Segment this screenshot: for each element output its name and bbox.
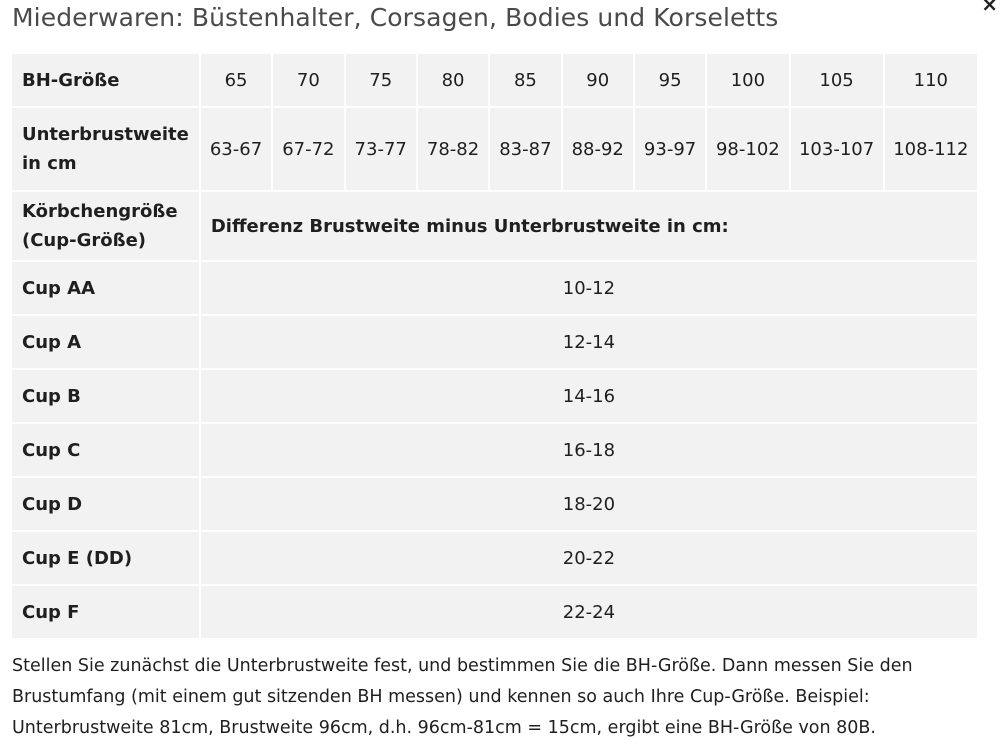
bh-size-cell: 80 xyxy=(417,54,489,106)
underbust-cell: 73-77 xyxy=(345,108,416,190)
bh-size-cell: 105 xyxy=(790,54,883,106)
underbust-label-line2: in cm xyxy=(22,153,77,174)
cup-size-label-line2: (Cup-Größe) xyxy=(22,230,147,251)
close-icon[interactable]: × xyxy=(981,0,998,16)
underbust-row: Unterbrustweite in cm 63-67 67-72 73-77 … xyxy=(12,108,977,190)
underbust-label-line1: Unterbrustweite xyxy=(22,124,189,145)
cup-name: Cup AA xyxy=(12,262,199,314)
cup-header-row: Körbchengröße (Cup-Größe) Differenz Brus… xyxy=(12,192,977,260)
cup-row: Cup C 16-18 xyxy=(12,424,977,476)
cup-name: Cup A xyxy=(12,316,199,368)
cup-name: Cup F xyxy=(12,586,199,638)
cup-name: Cup E (DD) xyxy=(12,532,199,584)
size-table: BH-Größe 65 70 75 80 85 90 95 100 105 11… xyxy=(10,52,979,640)
cup-row: Cup E (DD) 20-22 xyxy=(12,532,977,584)
underbust-cell: 93-97 xyxy=(634,108,706,190)
underbust-cell: 98-102 xyxy=(707,108,789,190)
cup-name: Cup B xyxy=(12,370,199,422)
cup-range: 20-22 xyxy=(200,532,977,584)
cup-row: Cup B 14-16 xyxy=(12,370,977,422)
bh-size-cell: 70 xyxy=(273,54,344,106)
underbust-cell: 88-92 xyxy=(562,108,633,190)
cup-size-label-line1: Körbchengröße xyxy=(22,201,178,222)
underbust-cell: 108-112 xyxy=(884,108,977,190)
cup-row: Cup AA 10-12 xyxy=(12,262,977,314)
cup-range: 14-16 xyxy=(200,370,977,422)
bh-size-cell: 100 xyxy=(707,54,789,106)
underbust-cell: 83-87 xyxy=(490,108,561,190)
cup-name: Cup C xyxy=(12,424,199,476)
bh-size-cell: 65 xyxy=(200,54,272,106)
cup-row: Cup D 18-20 xyxy=(12,478,977,530)
underbust-label: Unterbrustweite in cm xyxy=(12,108,199,190)
cup-range: 16-18 xyxy=(200,424,977,476)
underbust-cell: 78-82 xyxy=(417,108,489,190)
bh-size-cell: 85 xyxy=(490,54,561,106)
underbust-cell: 67-72 xyxy=(273,108,344,190)
bh-size-row: BH-Größe 65 70 75 80 85 90 95 100 105 11… xyxy=(12,54,977,106)
cup-range: 12-14 xyxy=(200,316,977,368)
bh-size-cell: 90 xyxy=(562,54,633,106)
page-title: Miederwaren: Büstenhalter, Corsagen, Bod… xyxy=(12,3,779,32)
cup-row: Cup A 12-14 xyxy=(12,316,977,368)
bh-size-cell: 95 xyxy=(634,54,706,106)
cup-name: Cup D xyxy=(12,478,199,530)
difference-header: Differenz Brustweite minus Unterbrustwei… xyxy=(200,192,977,260)
underbust-cell: 63-67 xyxy=(200,108,272,190)
bh-size-cell: 110 xyxy=(884,54,977,106)
size-instructions: Stellen Sie zunächst die Unterbrustweite… xyxy=(12,656,913,738)
cup-size-label: Körbchengröße (Cup-Größe) xyxy=(12,192,199,260)
cup-range: 22-24 xyxy=(200,586,977,638)
bh-size-label: BH-Größe xyxy=(12,54,199,106)
cup-range: 18-20 xyxy=(200,478,977,530)
cup-range: 10-12 xyxy=(200,262,977,314)
underbust-cell: 103-107 xyxy=(790,108,883,190)
bh-size-cell: 75 xyxy=(345,54,416,106)
cup-row: Cup F 22-24 xyxy=(12,586,977,638)
